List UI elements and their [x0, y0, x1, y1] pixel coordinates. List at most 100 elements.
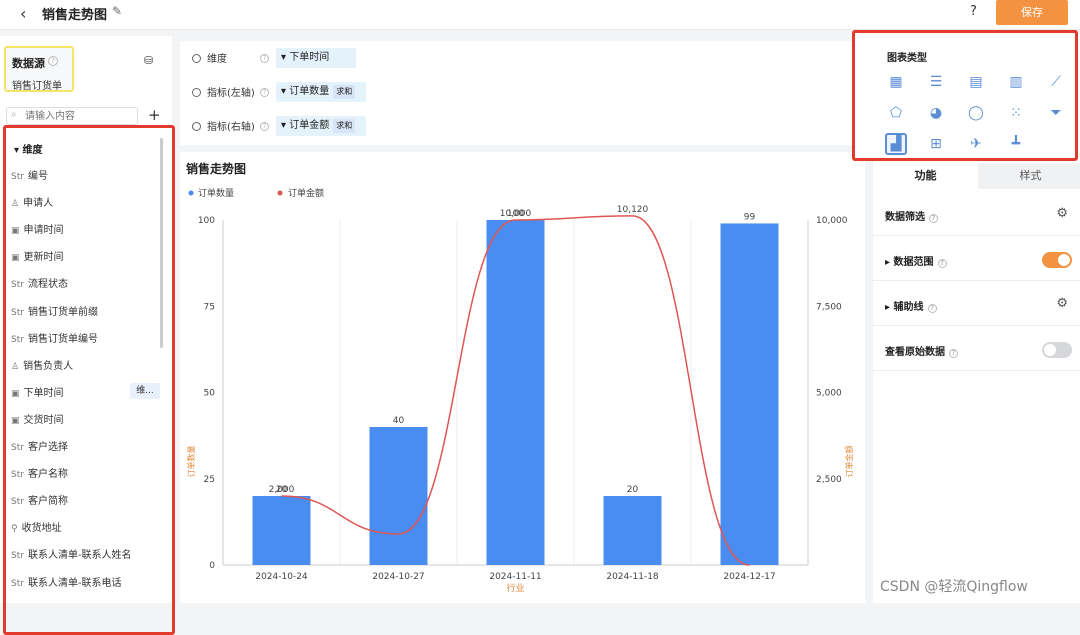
gear-icon[interactable]: ⚙	[1056, 206, 1068, 221]
field-label: 编号	[27, 171, 48, 182]
field-item[interactable]: Str 流程状态	[11, 275, 68, 291]
left-axis-value: 订单数量	[289, 86, 330, 97]
left-panel: 数据源 ? 销售订货单 ⛁ ⌕ + ▾ 维度 Str编号♙申请人▣申请时间▣更新…	[0, 36, 175, 635]
field-item[interactable]: ♙ 申请人	[11, 194, 53, 210]
option-label: 查看原始数据?	[885, 343, 958, 358]
text-type-icon: Str	[11, 280, 24, 291]
donut-icon[interactable]: ◯	[968, 105, 984, 121]
watermark: CSDN @轻流Qingflow	[880, 579, 1028, 595]
y-right-tick-label: 7,500	[816, 302, 842, 312]
map-icon[interactable]: ✈	[970, 136, 982, 152]
field-item[interactable]: Str 客户选择	[11, 438, 68, 454]
settings-icon	[192, 54, 201, 63]
bar-data-label: 20	[627, 485, 639, 495]
right-axis-row: 指标(右轴)	[192, 118, 255, 140]
toggle-switch[interactable]	[1042, 342, 1072, 358]
field-item[interactable]: Str 联系人清单-联系电话	[11, 574, 122, 590]
toggle-switch[interactable]	[1042, 252, 1072, 268]
legend-marker	[188, 190, 194, 196]
help-icon[interactable]: ?	[970, 4, 977, 19]
left-axis-row: 指标(左轴)	[192, 84, 255, 106]
field-item[interactable]: Str 客户简称	[11, 492, 68, 508]
option-label: ▸ 辅助线?	[885, 298, 937, 313]
add-field-icon[interactable]: +	[148, 106, 161, 124]
calendar-icon: ▣	[11, 226, 20, 237]
field-label: 更新时间	[23, 252, 64, 264]
bar-data-label: 40	[393, 416, 405, 426]
field-item[interactable]: Str 联系人清单-联系人姓名	[11, 546, 132, 562]
tab-function[interactable]: 功能	[873, 163, 978, 189]
save-button[interactable]: 保存	[996, 0, 1068, 25]
list-icon[interactable]: ☰	[929, 74, 943, 90]
tab-style[interactable]: 样式	[978, 163, 1080, 189]
combo-icon[interactable]: ▟	[885, 133, 907, 155]
dimension-pill[interactable]: ▾ 下单时间	[276, 48, 356, 68]
field-label: 销售负责人	[23, 360, 74, 372]
gear-icon[interactable]: ⚙	[1056, 296, 1068, 311]
right-axis-pill[interactable]: ▾ 订单金额 求和	[276, 116, 366, 136]
funnel-icon[interactable]: ⏷	[1050, 105, 1062, 121]
search-box[interactable]: ⌕	[6, 107, 138, 125]
field-group-header[interactable]: ▾ 维度	[14, 145, 43, 156]
edit-icon[interactable]: ✎	[112, 4, 123, 18]
field-item[interactable]: ⚲ 收货地址	[11, 519, 62, 535]
top-bar: ‹ 销售走势图 ✎ ? 保存	[0, 0, 1080, 30]
field-label: 申请时间	[23, 225, 64, 237]
field-item[interactable]: Str 销售订货单编号	[11, 330, 98, 346]
help-icon[interactable]: ?	[260, 88, 269, 97]
calendar-icon: ▣	[11, 253, 20, 264]
field-item[interactable]: Str 编号	[11, 167, 48, 183]
back-icon[interactable]: ‹	[20, 4, 27, 23]
option-text: 查看原始数据	[885, 347, 945, 358]
field-item[interactable]: Str 销售订货单前缀	[11, 303, 98, 319]
help-icon[interactable]: ?	[48, 56, 58, 66]
gantt-icon[interactable]: ┻	[1011, 136, 1021, 152]
option-text: 数据范围	[893, 257, 934, 268]
field-item[interactable]: ▣ 交货时间	[11, 411, 64, 427]
field-item[interactable]: ▣ 下单时间	[11, 384, 64, 400]
number-icon[interactable]: ⊞	[930, 136, 942, 152]
database-icon[interactable]: ⛁	[144, 54, 154, 67]
datasource-box[interactable]: 数据源 ? 销售订货单	[4, 46, 74, 92]
location-icon: ⚲	[11, 524, 18, 535]
search-input[interactable]	[25, 109, 135, 123]
field-label: 客户选择	[27, 442, 68, 453]
option-text: 辅助线	[893, 302, 924, 313]
left-axis-pill[interactable]: ▾ 订单数量 求和	[276, 82, 366, 102]
chart-types-title: 图表类型	[887, 53, 927, 64]
toggle-knob	[1044, 344, 1056, 356]
left-axis-agg[interactable]: 求和	[333, 85, 356, 99]
help-icon[interactable]: ?	[260, 122, 269, 131]
field-item[interactable]: ▣ 申请时间	[11, 221, 64, 237]
field-item[interactable]: ♙ 销售负责人	[11, 357, 73, 373]
field-item[interactable]: Str 客户名称	[11, 465, 68, 481]
x-tick-label: 2024-11-11	[489, 572, 541, 582]
text-type-icon: Str	[11, 551, 24, 562]
field-list-scrollbar[interactable]	[160, 138, 163, 348]
field-label: 销售订货单前缀	[27, 306, 98, 318]
line-icon[interactable]: ⟋	[1051, 74, 1061, 90]
radar-icon[interactable]: ⬠	[889, 105, 903, 121]
option-row: 查看原始数据?	[873, 329, 1080, 371]
hbar-icon[interactable]: ▤	[969, 74, 983, 90]
legend-label: 订单数量	[198, 187, 234, 199]
pie-icon[interactable]: ◕	[929, 105, 943, 121]
help-icon[interactable]: ?	[949, 349, 958, 358]
help-icon[interactable]: ?	[937, 259, 947, 268]
field-list: ▾ 维度 Str 编号 ♙ 申请人 ▣ 申请时间 ▣ 更新时间 Str 流程状态 Str 销售订货单前…	[3, 125, 175, 635]
y-tick-label: 50	[204, 389, 216, 399]
help-icon[interactable]: ?	[929, 214, 938, 223]
table-icon[interactable]: ▦	[889, 74, 903, 90]
bar-icon[interactable]: ▥	[1009, 74, 1023, 90]
text-type-icon: Str	[11, 578, 24, 589]
bar-data-label: 20	[276, 485, 288, 495]
legend-label: 订单金额	[288, 187, 324, 199]
help-icon[interactable]: ?	[260, 54, 269, 63]
text-type-icon: Str	[11, 172, 24, 182]
option-row: ▸ 数据范围?	[873, 239, 1080, 281]
scatter-icon[interactable]: ⁙	[1010, 105, 1022, 121]
help-icon[interactable]: ?	[927, 304, 937, 313]
right-axis-agg[interactable]: 求和	[333, 119, 356, 133]
field-item[interactable]: ▣ 更新时间	[11, 248, 64, 264]
y-right-axis-title: 订单金额	[844, 446, 854, 478]
